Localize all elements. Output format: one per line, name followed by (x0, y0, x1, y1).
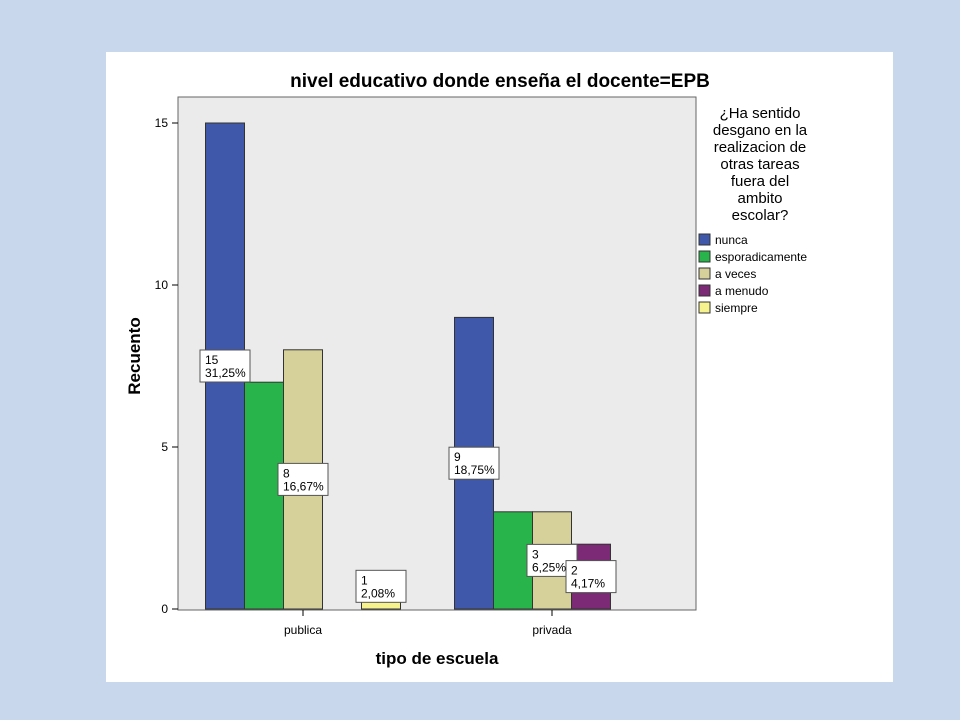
legend-label-a veces: a veces (715, 267, 756, 281)
data-label-count: 1 (361, 573, 368, 587)
bar-publica-esporadicamente (244, 381, 284, 610)
x-axis: publica privada (284, 610, 572, 637)
data-label-count: 9 (454, 450, 461, 464)
chart-title: nivel educativo donde enseña el docente=… (290, 71, 710, 92)
y-tick-label: 0 (161, 602, 168, 616)
background-band-left (0, 0, 106, 720)
data-label: 24,17% (565, 560, 617, 594)
legend-title-line: realizacion de (714, 139, 807, 156)
data-label-box (199, 349, 251, 383)
data-label-percent: 2,08% (361, 586, 395, 600)
x-axis-title: tipo de escuela (376, 649, 499, 668)
legend-swatch-nunca (698, 233, 711, 246)
data-label: 816,67% (277, 462, 329, 496)
legend-title-line: escolar? (732, 207, 789, 224)
legend-label-nunca: nunca (715, 233, 748, 247)
data-label-box (565, 560, 617, 594)
background-band-right (893, 0, 960, 720)
data-label-percent: 16,67% (283, 479, 324, 493)
data-label-percent: 31,25% (205, 366, 246, 380)
data-label-count: 3 (532, 547, 539, 561)
y-tick-label: 15 (155, 116, 169, 130)
data-label-count: 2 (571, 564, 578, 578)
data-label-box (355, 569, 407, 603)
data-label: 12,08% (355, 569, 407, 603)
data-label-percent: 4,17% (571, 577, 605, 591)
legend-label-siempre: siempre (715, 301, 758, 315)
bar-privada-esporadicamente (493, 511, 533, 610)
y-axis-title: Recuento (125, 317, 144, 394)
legend-swatch-siempre (698, 301, 711, 314)
legend-title-line: fuera del (731, 173, 789, 190)
data-label-percent: 6,25% (532, 560, 566, 574)
legend-title-line: ¿Ha sentido (720, 105, 801, 122)
data-label-box (277, 462, 329, 496)
background-band-top (0, 0, 960, 52)
y-tick-label: 5 (161, 440, 168, 454)
legend-title-line: otras tareas (720, 156, 799, 173)
data-label-percent: 18,75% (454, 463, 495, 477)
y-axis: 0 5 10 15 (155, 116, 178, 616)
legend-swatch-a menudo (698, 284, 711, 297)
data-label-count: 8 (283, 466, 290, 480)
legend-label-esporadicamente: esporadicamente (715, 250, 807, 264)
x-tick-label: privada (532, 623, 572, 637)
data-label-box (448, 446, 500, 480)
legend-title-line: ambito (737, 190, 782, 207)
data-label: 918,75% (448, 446, 500, 480)
legend-swatch-a veces (698, 267, 711, 280)
data-label-count: 15 (205, 353, 219, 367)
legend-title-line: desgano en la (713, 122, 808, 139)
x-tick-label: publica (284, 623, 322, 637)
y-tick-label: 10 (155, 278, 169, 292)
legend-swatch-esporadicamente (698, 250, 711, 263)
legend-label-a menudo: a menudo (715, 284, 769, 298)
background-band-bottom (0, 682, 960, 720)
